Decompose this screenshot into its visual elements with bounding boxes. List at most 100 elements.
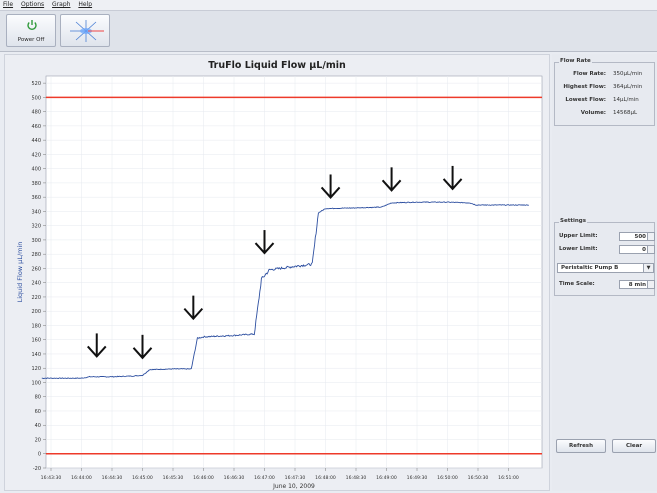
lowest-flow-value: 14µL/min: [613, 97, 639, 103]
y-tick-label: 360: [31, 195, 41, 201]
lower-limit-row: Lower Limit: 0: [555, 245, 656, 256]
x-tick-label: 16:47:00: [254, 475, 275, 481]
x-tick-label: 16:50:30: [468, 475, 489, 481]
down-arrow-icon: [254, 230, 275, 255]
burst-logo-icon: [70, 20, 104, 42]
plot-area: [45, 75, 543, 469]
y-tick-label: 440: [31, 138, 41, 144]
y-tick-label: 20: [35, 437, 41, 443]
flow-rate-legend: Flow Rate: [559, 58, 592, 64]
y-tick-label: 260: [31, 266, 41, 272]
arrow-head: [442, 178, 463, 191]
arrow-head: [132, 347, 153, 360]
y-tick-label: 480: [31, 110, 41, 116]
chevron-down-icon[interactable]: ▼: [643, 264, 653, 272]
x-tick-label: 16:44:30: [102, 475, 123, 481]
clear-button[interactable]: Clear: [612, 439, 656, 453]
y-tick-label: 160: [31, 338, 41, 344]
y-tick-label: 80: [35, 395, 41, 401]
y-tick-label: -20: [33, 466, 41, 472]
logo-button[interactable]: [60, 14, 110, 47]
flow-chart: TruFlo Liquid Flow µL/min -20 0 20 40 60 80 10…: [16, 60, 543, 490]
flow-rate-group: Flow Rate Flow Rate: 350µL/min Highest F…: [554, 58, 656, 126]
menu-graph[interactable]: Graph: [52, 1, 71, 8]
x-axis-label: June 10, 2009: [272, 483, 315, 490]
y-tick-label: 240: [31, 281, 41, 287]
volume-value: 14568µL: [613, 110, 638, 116]
x-tick-label: 16:48:30: [346, 475, 367, 481]
x-tick-label: 16:47:30: [285, 475, 306, 481]
arrow-head: [87, 345, 107, 358]
x-tick-label: 16:45:00: [132, 475, 153, 481]
y-tick-label: 120: [31, 366, 41, 372]
arrow-head: [254, 242, 275, 255]
side-panel: Flow Rate Flow Rate: 350µL/min Highest F…: [552, 54, 657, 491]
x-tick-label: 16:50:00: [437, 475, 458, 481]
lowest-flow-label: Lowest Flow:: [565, 97, 606, 103]
flow-rate-value: 350µL/min: [613, 71, 643, 77]
down-arrow-icon: [87, 333, 107, 358]
x-tick-label: 16:48:00: [315, 475, 336, 481]
y-tick-label: 220: [31, 295, 41, 301]
x-tick-label: 16:49:30: [407, 475, 428, 481]
y-tick-label: 400: [31, 167, 41, 173]
y-tick-label: 420: [31, 152, 41, 158]
limit-lines: [46, 96, 542, 455]
y-tick-label: 280: [31, 252, 41, 258]
arrow-head: [183, 307, 204, 321]
menu-file[interactable]: File: [3, 1, 14, 8]
y-axis-ticks: -20 0 20 40 60 80 100 120 140 160 180 200 220 240 260 2…: [31, 81, 46, 472]
lower-limit-label: Lower Limit:: [559, 246, 598, 252]
y-tick-label: 180: [31, 323, 41, 329]
y-tick-label: 320: [31, 224, 41, 230]
highest-flow-value: 364µL/min: [613, 84, 643, 90]
step-arrows: [87, 165, 463, 360]
x-tick-label: 16:44:00: [71, 475, 92, 481]
x-tick-label: 16:46:00: [193, 475, 214, 481]
toolbar: Power Off: [0, 11, 657, 52]
pump-select[interactable]: Peristaltic Pump B ▼: [557, 263, 654, 273]
menu-bar: File Options Graph Help: [0, 0, 657, 11]
upper-limit-row: Upper Limit: 500: [555, 232, 656, 243]
flow-rate-row: Flow Rate: 350µL/min: [555, 71, 656, 81]
down-arrow-icon: [320, 174, 341, 199]
y-tick-label: 100: [31, 380, 41, 386]
time-scale-spinner[interactable]: 8 min: [619, 280, 655, 289]
highest-flow-row: Highest Flow: 364µL/min: [555, 84, 656, 94]
y-tick-label: 460: [31, 124, 41, 130]
x-tick-label: 16:45:30: [163, 475, 184, 481]
power-icon: [27, 20, 37, 31]
refresh-button[interactable]: Refresh: [556, 439, 606, 453]
menu-help[interactable]: Help: [78, 1, 93, 8]
lowest-flow-row: Lowest Flow: 14µL/min: [555, 97, 656, 107]
x-tick-label: 16:43:30: [41, 475, 62, 481]
y-axis-label: Liquid Flow µL/min: [16, 242, 24, 303]
arrow-head: [320, 186, 341, 199]
flow-rate-label: Flow Rate:: [573, 71, 606, 77]
settings-group: Settings Upper Limit: 500 Lower Limit: 0…: [554, 218, 656, 296]
y-tick-label: 60: [35, 409, 41, 415]
y-tick-label: 300: [31, 238, 41, 244]
upper-limit-spinner[interactable]: 500: [619, 232, 655, 241]
highest-flow-label: Highest Flow:: [563, 84, 606, 90]
x-tick-label: 16:46:30: [224, 475, 245, 481]
menu-options[interactable]: Options: [20, 1, 45, 8]
x-tick-label: 16:51:00: [498, 475, 519, 481]
power-off-button[interactable]: Power Off: [6, 14, 56, 47]
lower-limit-spinner[interactable]: 0: [619, 245, 655, 254]
down-arrow-icon: [442, 165, 463, 191]
time-scale-label: Time Scale:: [559, 281, 595, 287]
chart-title: TruFlo Liquid Flow µL/min: [208, 60, 346, 71]
power-off-label: Power Off: [17, 37, 45, 43]
flow-series: [41, 201, 530, 380]
upper-limit-label: Upper Limit:: [559, 233, 598, 239]
down-arrow-icon: [381, 167, 402, 192]
settings-legend: Settings: [559, 218, 587, 224]
y-tick-label: 500: [31, 95, 41, 101]
y-tick-label: 380: [31, 181, 41, 187]
y-tick-label: 200: [31, 309, 41, 315]
y-tick-label: 0: [38, 452, 41, 458]
y-tick-label: 520: [31, 81, 41, 87]
pump-select-value: Peristaltic Pump B: [561, 265, 619, 271]
down-arrow-icon: [183, 295, 204, 321]
